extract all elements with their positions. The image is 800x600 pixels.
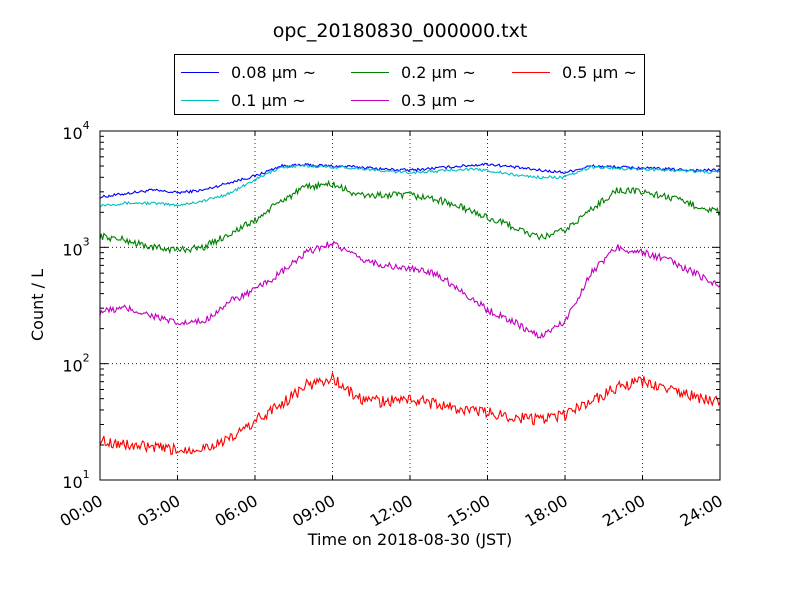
y-tick-base: 10: [62, 357, 82, 376]
legend-entry-3: 0.3 μm ~: [351, 90, 476, 110]
legend-swatch-1: [181, 99, 219, 101]
x-tick-label: 24:00: [677, 491, 726, 531]
legend-label-0: 0.08 μm ~: [231, 62, 316, 82]
y-axis-label: Count / L: [28, 269, 47, 341]
legend-swatch-0: [181, 71, 219, 73]
x-axis-label: Time on 2018-08-30 (JST): [307, 530, 513, 549]
legend-label-1: 0.1 μm ~: [231, 90, 306, 110]
ticks: 00:00 03:00 06:00 09:00 12:00 15:00 18:00 21:00…: [57, 119, 726, 531]
x-tick-label: 12:00: [367, 491, 416, 531]
legend-swatch-4: [512, 71, 550, 73]
y-tick-label: 101: [62, 468, 89, 492]
legend-entry-4: 0.5 μm ~: [512, 62, 637, 82]
legend-swatch-2: [351, 71, 389, 73]
legend-label-4: 0.5 μm ~: [562, 62, 637, 82]
y-tick-label: 104: [62, 119, 89, 143]
y-tick-exponent: 4: [83, 119, 90, 132]
y-tick-label: 102: [62, 352, 89, 376]
y-tick-label: 103: [62, 235, 89, 259]
grid: [100, 131, 720, 480]
x-tick-label: 21:00: [599, 491, 648, 531]
y-tick-exponent: 2: [83, 352, 90, 365]
legend: 0.08 μm ~ 0.1 μm ~ 0.2 μm ~ 0.3 μm ~ 0.5…: [174, 54, 645, 115]
legend-entry-1: 0.1 μm ~: [181, 90, 306, 110]
legend-entry-0: 0.08 μm ~: [181, 62, 316, 82]
y-tick-exponent: 1: [83, 468, 90, 481]
legend-entry-2: 0.2 μm ~: [351, 62, 476, 82]
x-tick-label: 03:00: [134, 491, 183, 531]
y-tick-exponent: 3: [83, 235, 90, 248]
y-tick-base: 10: [62, 240, 82, 259]
chart-title: opc_20180830_000000.txt: [272, 20, 528, 42]
series-line-2: [99, 179, 721, 255]
x-tick-label: 15:00: [444, 491, 493, 531]
series-layer: [99, 162, 721, 456]
x-tick-label: 18:00: [522, 491, 571, 531]
y-tick-base: 10: [62, 473, 82, 492]
legend-swatch-3: [351, 99, 389, 101]
y-tick-base: 10: [62, 124, 82, 143]
legend-label-3: 0.3 μm ~: [401, 90, 476, 110]
series-line-3: [99, 240, 721, 339]
series-line-1: [99, 164, 721, 208]
legend-label-2: 0.2 μm ~: [401, 62, 476, 82]
x-tick-label: 06:00: [212, 491, 261, 531]
x-tick-label: 00:00: [57, 491, 106, 531]
series-line-4: [99, 371, 721, 456]
x-tick-label: 09:00: [289, 491, 338, 531]
